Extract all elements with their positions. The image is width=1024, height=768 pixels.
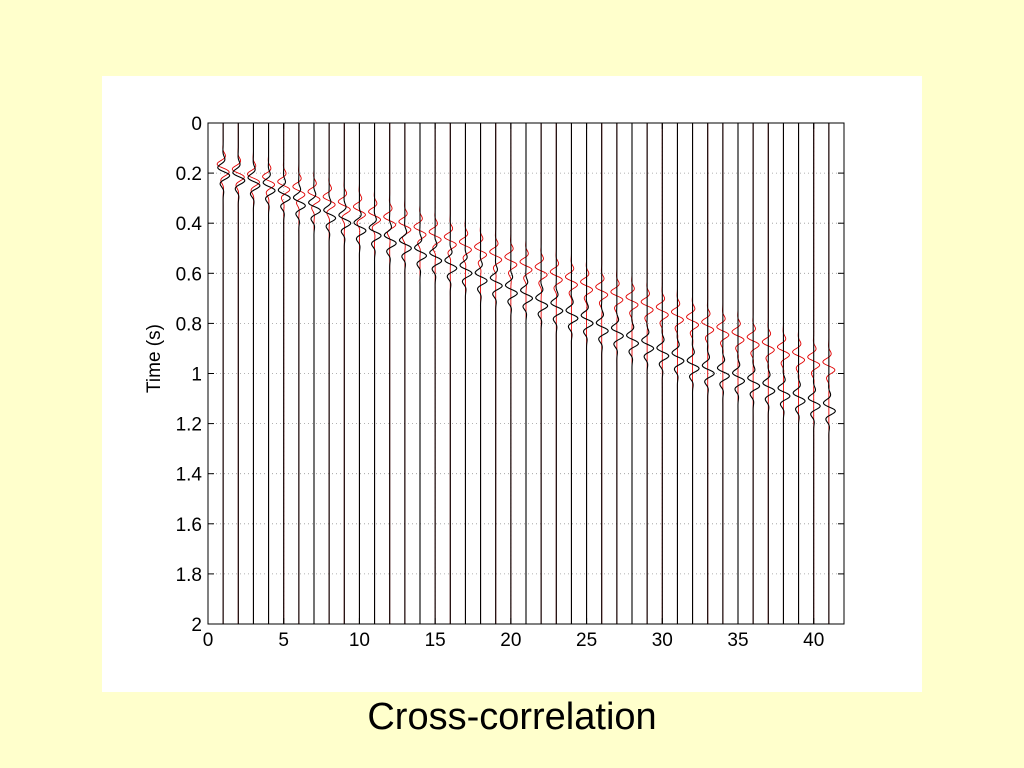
trace-line <box>414 123 427 624</box>
y-tick-label: 1.6 <box>176 515 202 536</box>
y-tick-label: 1.8 <box>176 565 202 586</box>
trace-line <box>459 123 473 624</box>
trace-line <box>580 123 594 624</box>
trace-line <box>338 123 352 624</box>
y-tick-label: 1.2 <box>176 415 202 436</box>
trace-line <box>353 123 367 624</box>
trace-line <box>232 123 246 624</box>
trace-line <box>807 123 821 624</box>
x-tick-label: 25 <box>576 630 597 651</box>
trace-line <box>247 123 261 624</box>
trace-line <box>641 123 655 624</box>
y-tick-label: 0.8 <box>176 314 202 335</box>
x-tick-label: 40 <box>803 630 824 651</box>
trace-line <box>762 123 776 624</box>
trace-line <box>262 123 276 624</box>
traces <box>216 123 836 624</box>
trace-line <box>716 123 730 624</box>
tick-labels: 00.20.40.60.811.21.41.61.820 5 10 15 20 25 30 3… <box>176 114 844 651</box>
trace-line <box>686 123 700 624</box>
trace-line <box>444 123 458 624</box>
trace-line <box>792 123 806 624</box>
y-axis-label: Time (s) <box>144 324 165 393</box>
y-tick-label: 1.4 <box>176 465 203 486</box>
slide-caption: Cross-correlation <box>367 696 657 738</box>
y-tick-label: 1 <box>191 365 202 386</box>
trace-line <box>701 123 715 624</box>
trace-line <box>519 123 534 624</box>
trace-line <box>747 123 761 624</box>
trace-line <box>429 123 443 624</box>
cross-correlation-chart: 00.20.40.60.811.21.41.61.820 5 10 15 20 25 30 3… <box>144 114 845 651</box>
x-tick-label: 35 <box>727 630 748 651</box>
trace-line <box>671 123 685 624</box>
trace-line <box>732 123 745 624</box>
x-tick-label: 20 <box>500 630 521 651</box>
y-tick-label: 2 <box>191 615 202 636</box>
trace-line <box>504 123 518 624</box>
trace-line <box>398 123 412 624</box>
trace-line <box>595 123 609 624</box>
trace-line <box>292 123 306 624</box>
trace-line <box>308 123 321 624</box>
trace-line <box>565 123 579 624</box>
x-tick-label: 5 <box>278 630 289 651</box>
trace-line <box>217 123 231 624</box>
trace-line <box>535 123 549 624</box>
y-tick-label: 0 <box>191 114 202 135</box>
x-tick-label: 30 <box>652 630 673 651</box>
trace-line <box>489 123 503 624</box>
figure-panel: 0 0.2 0.4 0.6 0.8 1 1.2 1.4 1.6 1.8 2 0 5 10 15 20 25 30 3… <box>102 76 922 692</box>
trace-line <box>474 123 488 624</box>
trace-line <box>777 123 791 624</box>
trace-line <box>656 123 670 624</box>
x-tick-label: 10 <box>349 630 370 651</box>
y-tick-label: 0.2 <box>176 164 202 185</box>
trace-line <box>625 123 640 624</box>
trace-line <box>383 123 397 624</box>
y-tick-label: 0.4 <box>176 214 203 235</box>
trace-line <box>550 123 564 624</box>
x-tick-label: 0 <box>203 630 214 651</box>
trace-line <box>368 123 382 624</box>
trace-line <box>822 123 836 624</box>
trace-line <box>610 123 624 624</box>
trace-line <box>277 123 291 624</box>
y-tick-label: 0.6 <box>176 264 202 285</box>
x-tick-label: 15 <box>425 630 446 651</box>
trace-line <box>323 123 337 624</box>
